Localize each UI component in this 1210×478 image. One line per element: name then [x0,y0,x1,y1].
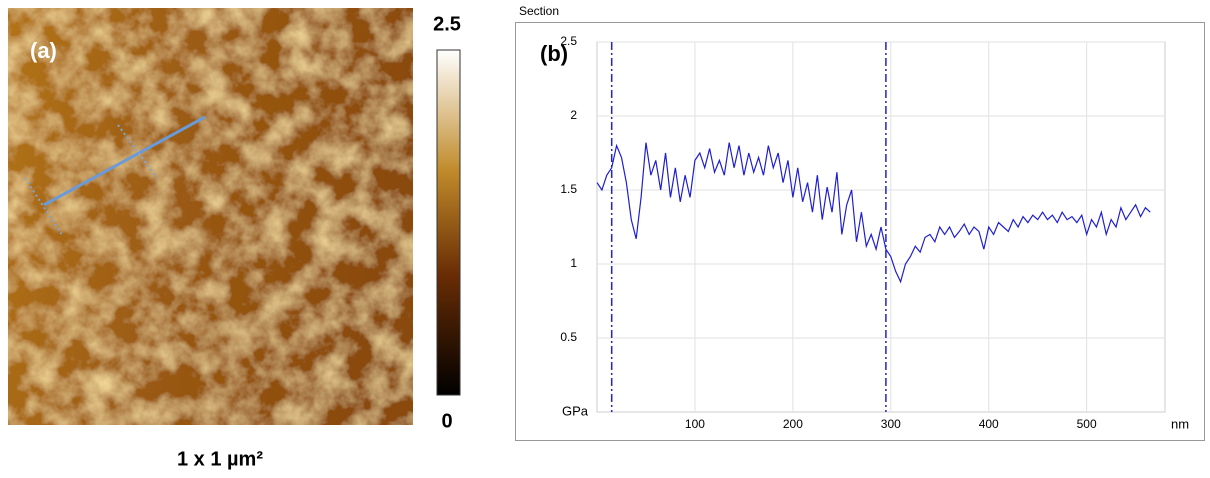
caption: 1 x 1 µm² [177,448,263,470]
y-tick-label: 2.5 [560,34,577,48]
panel-label: (a) [30,38,57,63]
x-tick-label: 100 [685,417,705,431]
window-title: Section [519,4,559,18]
x-tick-label: 500 [1077,417,1097,431]
x-tick-label: 200 [783,417,803,431]
data-line [596,142,1151,284]
afm-image [8,8,413,425]
colorbar [436,49,461,396]
colorbar-label: 2.5 [433,13,461,35]
x-unit: nm [1171,416,1189,431]
x-tick-label: 300 [881,417,901,431]
y-tick-label: 2 [570,108,577,122]
panel-label: (b) [540,41,568,66]
y-tick-label: 0.5 [560,330,577,344]
x-tick-label: 400 [979,417,999,431]
y-unit: GPa [562,403,589,418]
y-tick-label: 1.5 [560,182,577,196]
colorbar-label: 0 [441,410,452,432]
y-tick-label: 1 [570,256,577,270]
